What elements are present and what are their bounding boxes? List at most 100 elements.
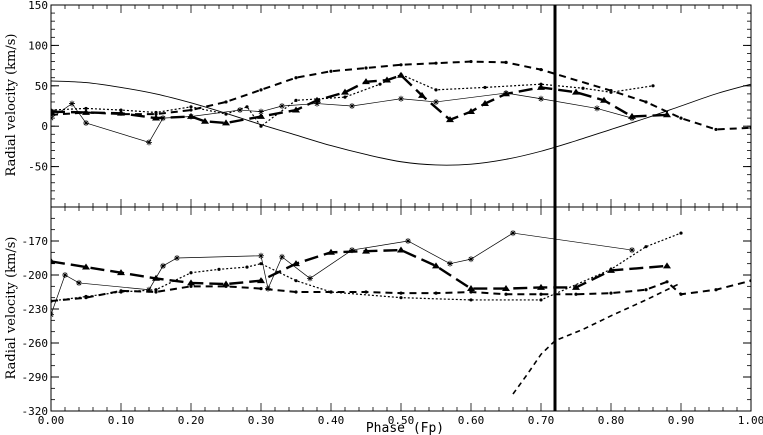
top-dot-point xyxy=(378,82,382,86)
top-dot-point xyxy=(224,100,228,104)
bottom-star-point xyxy=(447,260,453,267)
x-axis-label: Phase (Fp) xyxy=(366,421,444,435)
top-star-point xyxy=(258,108,264,115)
top-triangle-point xyxy=(600,96,608,103)
bottom-series-group xyxy=(51,230,751,395)
bottom-triangle-point xyxy=(152,274,160,281)
top-triangle-point xyxy=(222,119,230,126)
bottom-dot-point xyxy=(679,292,683,296)
bottom-dot-point xyxy=(749,279,751,283)
bottom-triangle-point xyxy=(362,247,370,254)
top-triangle-point xyxy=(51,108,55,115)
top-star-point xyxy=(69,100,75,107)
bottom-y-tick-label: -230 xyxy=(22,303,49,316)
bottom-star-point xyxy=(279,253,285,260)
bottom-star-point xyxy=(307,275,313,282)
top-triangle-point xyxy=(201,117,209,124)
top-triangle-point xyxy=(481,99,489,106)
top-dot-point xyxy=(329,69,333,73)
bottom-dot-point xyxy=(217,267,221,271)
bottom-triangle-point xyxy=(187,279,195,286)
top-dot-point xyxy=(189,105,193,109)
top-dot-point xyxy=(581,86,585,90)
top-y-axis-label: Radial velocity (km/s) xyxy=(4,34,19,177)
bottom-dot-point xyxy=(51,299,53,303)
bottom-star-point xyxy=(349,247,355,254)
bottom-triangle-point xyxy=(432,262,440,269)
top-panel: -50 0 50 100 150 xyxy=(28,0,752,208)
bottom-triangle-point xyxy=(397,246,405,253)
bottom-series-line-thin-star xyxy=(51,232,633,315)
bottom-dot-point xyxy=(469,290,473,294)
top-dot-point xyxy=(259,88,263,92)
top-triangle-point xyxy=(383,76,391,83)
bottom-y-tick-label: -320 xyxy=(22,405,49,418)
bottom-dot-point xyxy=(665,280,669,284)
bottom-dot-point xyxy=(539,292,543,296)
top-triangle-point xyxy=(257,112,265,119)
top-dot-point xyxy=(434,61,438,65)
bottom-dot-point xyxy=(84,296,88,300)
bottom-dot-point xyxy=(714,288,718,292)
bottom-dot-point xyxy=(504,292,508,296)
bottom-triangle-point xyxy=(572,283,580,290)
top-dot-point xyxy=(84,106,88,111)
top-dot-point xyxy=(343,95,347,99)
bottom-y-tick-label: -170 xyxy=(22,235,49,248)
bottom-star-point xyxy=(174,255,180,261)
bottom-panel: -320 -290 -260 -230 -200 -170 0.00 0.10 0.20 0.30… xyxy=(22,206,763,427)
top-star-point xyxy=(594,105,600,112)
top-dot-point xyxy=(714,127,718,132)
top-star-point xyxy=(314,100,320,107)
bottom-dot-point xyxy=(329,290,333,294)
bottom-triangle-point xyxy=(327,248,335,255)
top-dot-point xyxy=(469,59,473,64)
top-triangle-point xyxy=(502,90,510,97)
bottom-triangle-point xyxy=(292,260,300,267)
top-triangle-point xyxy=(341,88,349,95)
bottom-y-axis-label: Radial velocity (km/s) xyxy=(4,237,19,380)
top-star-point xyxy=(433,98,439,105)
bottom-triangle-point xyxy=(257,277,265,284)
top-y-tick-label: 50 xyxy=(35,80,48,93)
bottom-series-line-dashed-thick xyxy=(51,279,751,303)
bottom-dot-point xyxy=(644,288,648,292)
bottom-triangle-point xyxy=(663,262,671,269)
top-series-group xyxy=(51,59,751,166)
top-star-point xyxy=(146,139,152,146)
bottom-dot-point xyxy=(189,271,193,275)
top-dot-point xyxy=(189,108,193,112)
bottom-star-point xyxy=(160,262,166,269)
top-dot-point xyxy=(154,112,158,116)
top-series-line-longdash-triangle xyxy=(51,73,668,125)
bottom-triangle-point xyxy=(537,283,545,290)
top-dot-point xyxy=(364,66,368,70)
bottom-plot-frame xyxy=(50,206,752,412)
top-triangle-point xyxy=(117,109,125,116)
bottom-star-point xyxy=(405,238,411,244)
bottom-star-point xyxy=(62,272,68,278)
top-dot-point xyxy=(399,63,403,67)
x-tick-label: 1.00 xyxy=(738,414,763,427)
top-dot-point xyxy=(609,89,613,93)
top-triangle-point xyxy=(467,108,475,115)
bottom-triangle-point xyxy=(502,285,510,291)
bottom-series-line-dashed-steep xyxy=(512,282,682,395)
top-triangle-point xyxy=(397,71,405,78)
top-dot-point xyxy=(224,112,228,116)
top-dot-point xyxy=(504,60,508,64)
top-star-point xyxy=(83,119,89,126)
bottom-dot-point xyxy=(259,287,263,291)
top-y-tick-label: 100 xyxy=(28,39,48,52)
bottom-dot-point xyxy=(539,298,543,302)
top-star-point xyxy=(237,107,243,114)
top-triangle-point xyxy=(572,88,580,95)
bottom-dot-point xyxy=(189,284,193,288)
bottom-triangle-point xyxy=(82,263,90,270)
top-triangle-point xyxy=(82,108,90,115)
bottom-dot-point xyxy=(609,291,613,295)
x-tick-label: 0.40 xyxy=(318,414,345,427)
top-star-point xyxy=(279,103,285,109)
bottom-dot-point xyxy=(364,290,368,294)
